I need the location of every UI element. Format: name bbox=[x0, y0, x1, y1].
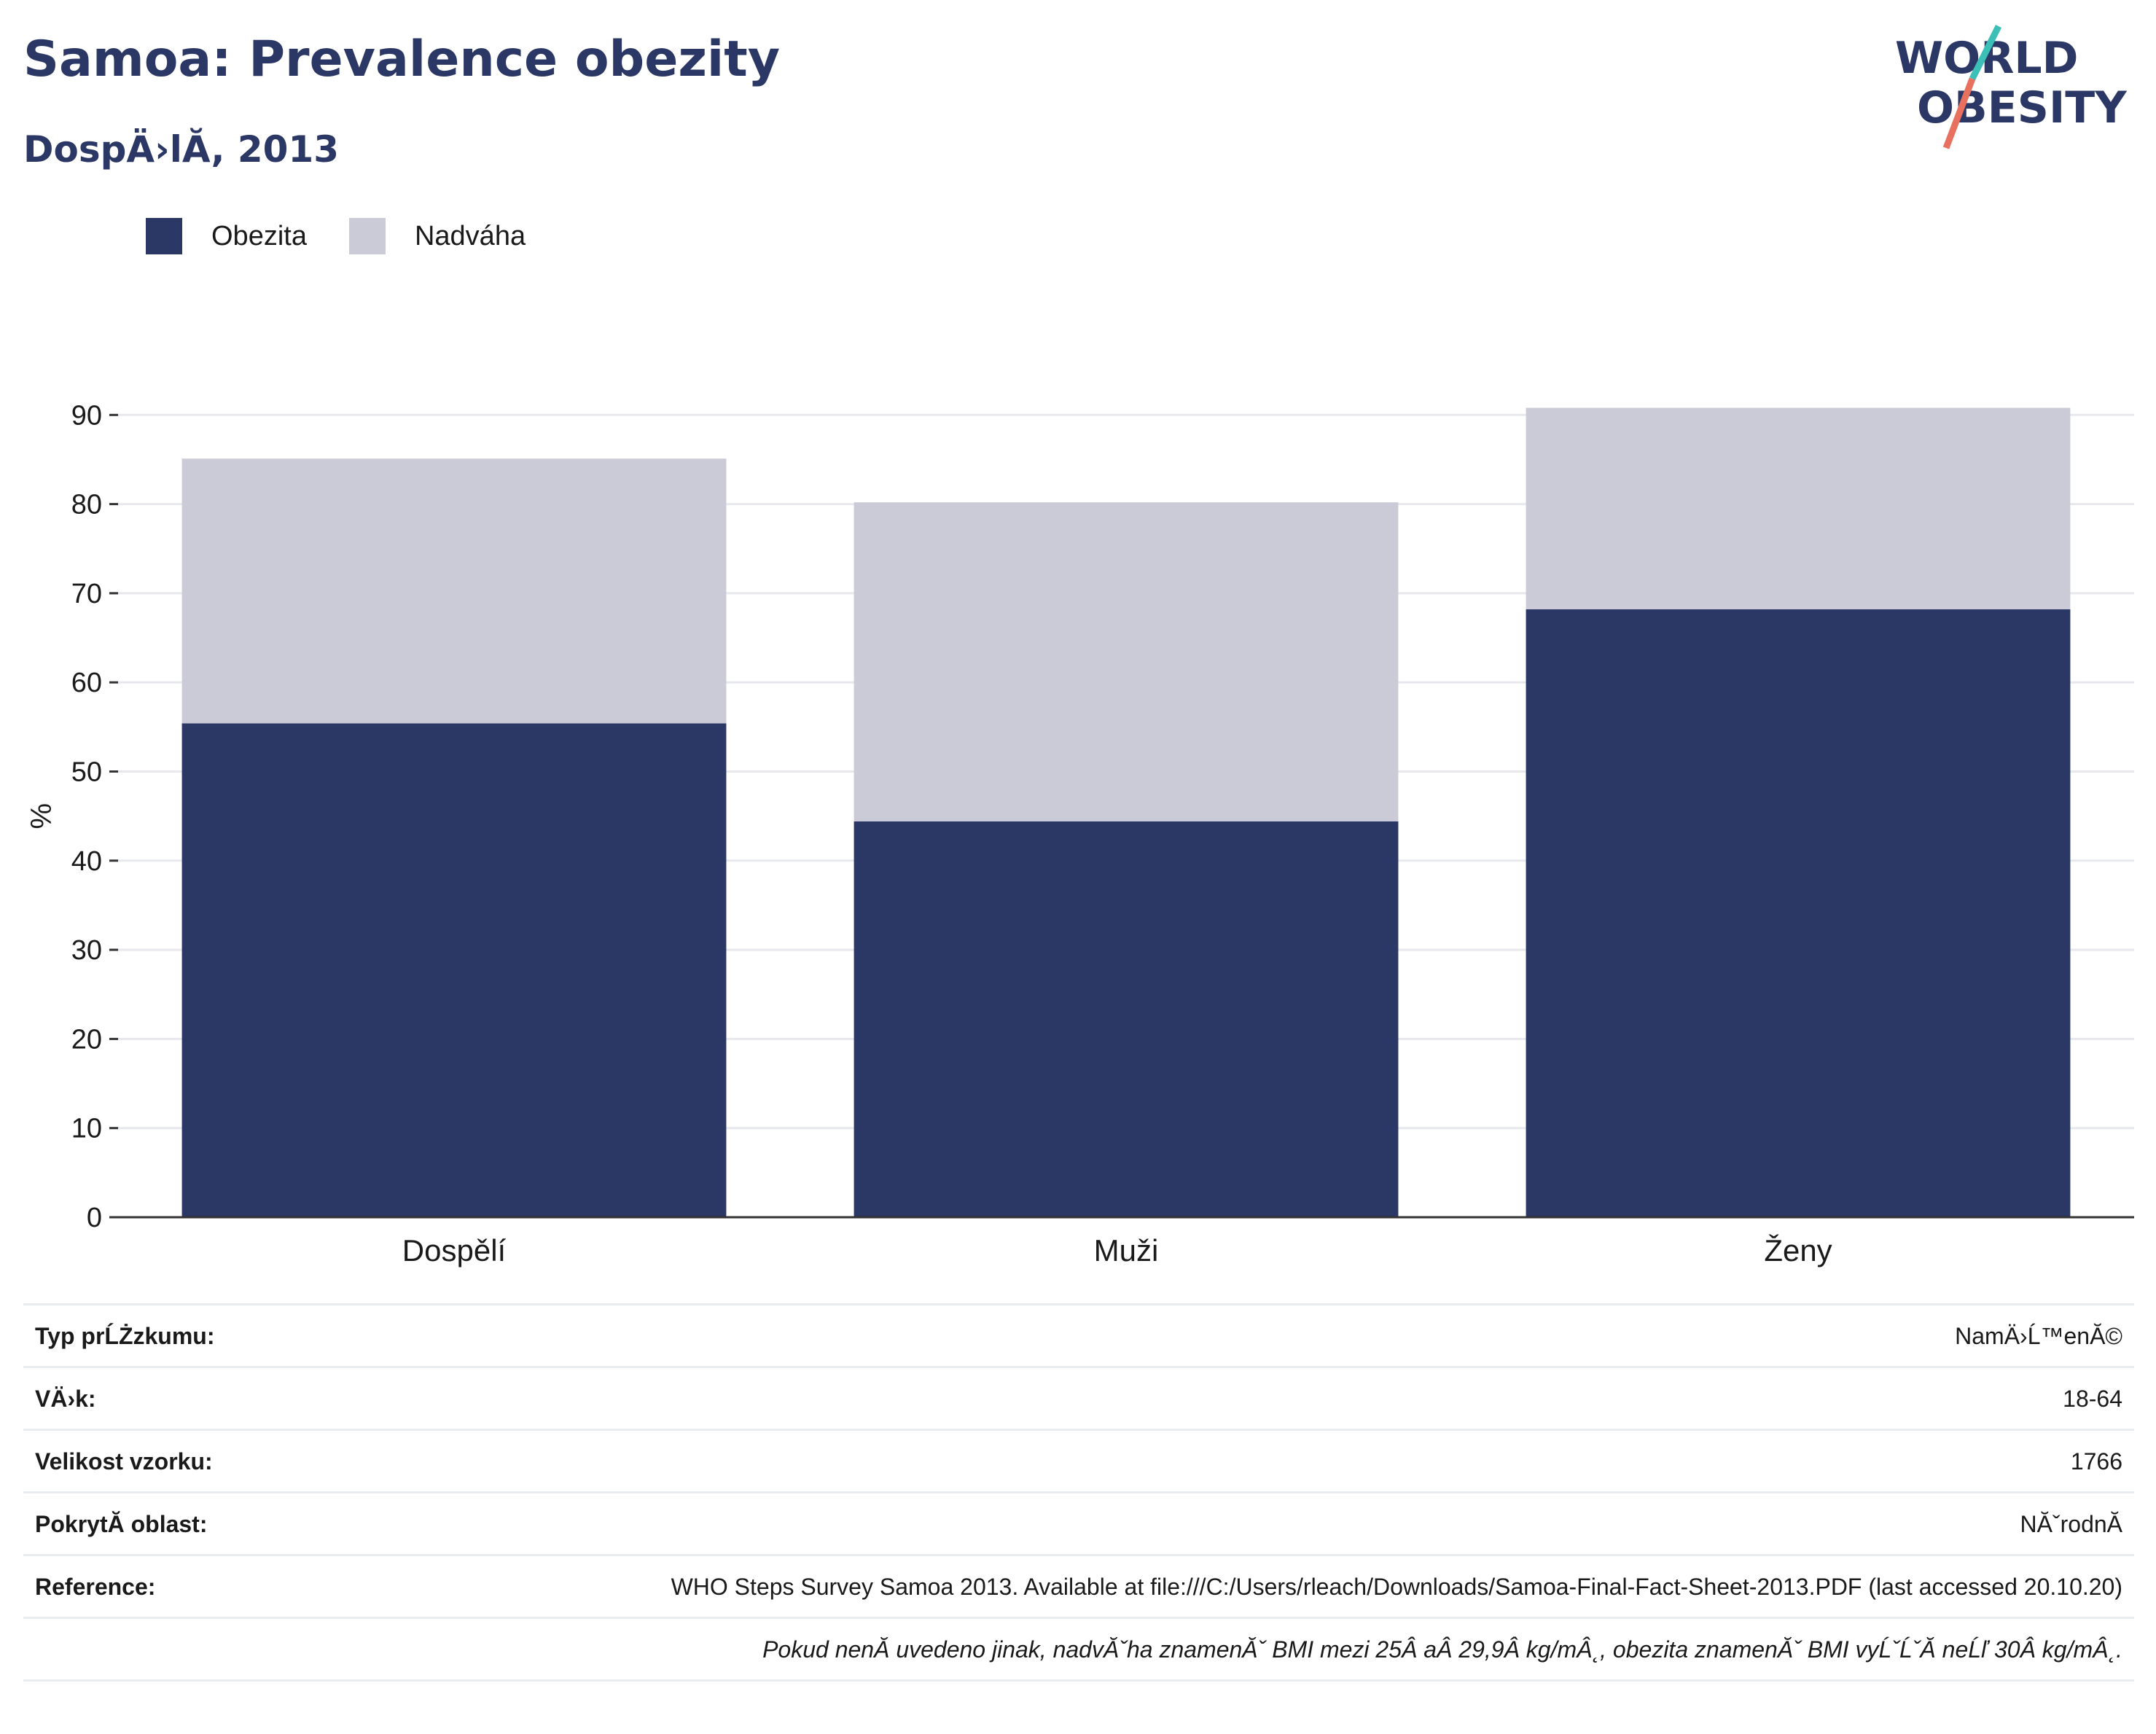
info-value: NĂˇrodnĂ­ bbox=[2020, 1511, 2123, 1537]
y-tick-label: 90 bbox=[71, 400, 102, 431]
bar-obezita bbox=[1526, 609, 2071, 1217]
y-tick-label: 70 bbox=[71, 579, 102, 609]
info-key: Velikost vzorku: bbox=[35, 1448, 213, 1475]
y-axis-ticks: 0 10 20 30 40 50 60 70 80 90 bbox=[71, 400, 118, 1233]
y-tick-label: 30 bbox=[71, 935, 102, 966]
y-axis-label: % bbox=[26, 803, 58, 829]
info-row-area: PokrytĂ­ oblast: NĂˇrodnĂ­ bbox=[23, 1491, 2134, 1554]
info-key: PokrytĂ­ oblast: bbox=[35, 1511, 208, 1537]
legend: Obezita Nadváha bbox=[146, 217, 568, 255]
info-key: Reference: bbox=[35, 1574, 156, 1600]
y-tick-label: 80 bbox=[71, 490, 102, 520]
bar-nadvaha bbox=[854, 502, 1399, 821]
y-tick-label: 10 bbox=[71, 1114, 102, 1144]
y-tick-label: 40 bbox=[71, 846, 102, 877]
y-tick-label: 0 bbox=[87, 1203, 102, 1233]
legend-swatch-nadvaha bbox=[348, 218, 386, 254]
info-value: WHO Steps Survey Samoa 2013. Available a… bbox=[671, 1574, 2122, 1600]
bar-obezita bbox=[854, 821, 1399, 1217]
chart-title: Samoa: Prevalence obezity bbox=[23, 31, 781, 88]
info-row-age: VÄ›k: 18-64 bbox=[23, 1366, 2134, 1429]
legend-item-obezita: Obezita bbox=[146, 218, 307, 254]
info-value: 18-64 bbox=[2063, 1386, 2122, 1412]
info-key: VÄ›k: bbox=[35, 1386, 96, 1412]
x-category-label: Muži bbox=[1094, 1233, 1159, 1268]
legend-label-nadvaha: Nadváha bbox=[414, 220, 526, 251]
bar-nadvaha bbox=[1526, 407, 2071, 609]
logo-slash-teal bbox=[1969, 24, 2002, 81]
legend-label-obezita: Obezita bbox=[211, 220, 307, 251]
bar-obezita bbox=[181, 723, 727, 1217]
info-value: 1766 bbox=[2070, 1448, 2122, 1475]
bar-nadvaha bbox=[181, 458, 727, 724]
info-row-sample-size: Velikost vzorku: 1766 bbox=[23, 1429, 2134, 1491]
y-tick-label: 20 bbox=[71, 1024, 102, 1055]
bars bbox=[181, 407, 2071, 1217]
bar-chart: 0 10 20 30 40 50 60 70 80 90 Dospělí Muži Ženy % bbox=[26, 400, 2134, 1268]
legend-item-nadvaha: Nadváha bbox=[348, 218, 526, 254]
x-category-label: Dospělí bbox=[402, 1233, 507, 1268]
info-key: Typ prĹŻzkumu: bbox=[35, 1323, 215, 1349]
logo-line1: WORLD bbox=[1895, 33, 2078, 84]
logo-slash-coral bbox=[1942, 77, 1976, 149]
legend-swatch-obezita bbox=[146, 218, 182, 254]
chart-subtitle: DospÄ›lĂ, 2013 bbox=[23, 128, 340, 171]
y-tick-label: 50 bbox=[71, 757, 102, 788]
x-axis-labels: Dospělí Muži Ženy bbox=[402, 1233, 1832, 1268]
info-value: NamÄ›Ĺ™enĂ© bbox=[1955, 1323, 2122, 1349]
info-row-reference: Reference: WHO Steps Survey Samoa 2013. … bbox=[23, 1554, 2134, 1617]
x-category-label: Ženy bbox=[1764, 1233, 1832, 1268]
bmi-definition-note: Pokud nenĂ­ uvedeno jinak, nadvĂˇha znam… bbox=[23, 1617, 2134, 1682]
info-row-survey-type: Typ prĹŻzkumu: NamÄ›Ĺ™enĂ© bbox=[23, 1303, 2134, 1366]
y-tick-label: 60 bbox=[71, 668, 102, 698]
survey-info-table: Typ prĹŻzkumu: NamÄ›Ĺ™enĂ© VÄ›k: 18-64 V… bbox=[23, 1303, 2134, 1682]
world-obesity-logo: WORLD OBESITY bbox=[1895, 24, 2128, 149]
